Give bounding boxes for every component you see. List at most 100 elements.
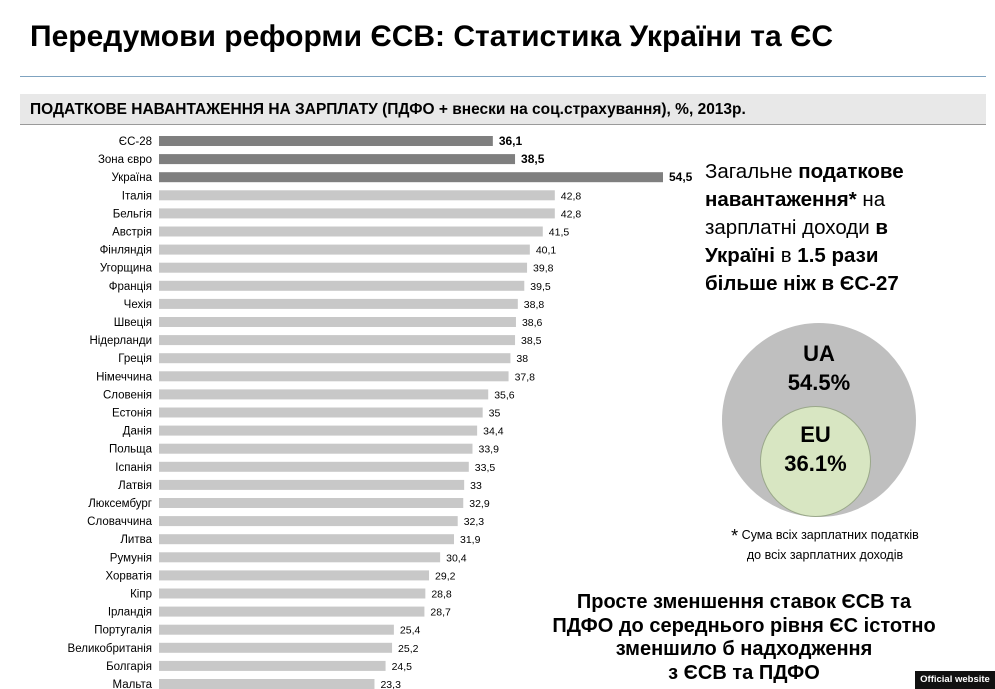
conclusion-text: Просте зменшення ставок ЄСВ та ПДФО до с… <box>524 591 964 685</box>
category-label: Бельгія <box>113 208 152 220</box>
bar-value-label: 32,9 <box>469 498 490 510</box>
category-label: Італія <box>122 190 152 202</box>
bar-value-label: 54,5 <box>669 170 693 184</box>
bar-value-label: 38 <box>516 353 528 365</box>
bar-value-label: 36,1 <box>499 134 523 148</box>
bar <box>159 407 483 418</box>
bar <box>159 606 425 617</box>
category-label: Угорщина <box>100 263 153 275</box>
eu-circle-value: 36.1% <box>784 451 847 476</box>
bar <box>159 371 509 382</box>
bar <box>159 534 455 545</box>
bar-value-label: 38,5 <box>521 152 545 166</box>
category-label: Ірландія <box>108 607 152 619</box>
title-divider <box>20 76 986 77</box>
bar-value-label: 30,4 <box>446 552 467 564</box>
bar <box>159 136 493 146</box>
ua-circle-value: 54.5% <box>787 370 851 395</box>
callout-bold-3: 1.5 рази більше ніж в ЄС-27 <box>705 244 899 295</box>
chart-subtitle: ПОДАТКОВЕ НАВАНТАЖЕННЯ НА ЗАРПЛАТУ (ПДФО… <box>30 101 746 118</box>
bar <box>159 660 386 671</box>
category-label: Нідерланди <box>89 335 152 347</box>
callout-text-1: Загальне <box>705 160 799 183</box>
bar <box>159 498 464 508</box>
bar-value-label: 25,2 <box>398 643 419 655</box>
category-label: Естонія <box>112 408 152 420</box>
category-label: Австрія <box>112 227 152 239</box>
category-label: Чехія <box>124 299 152 311</box>
bar <box>159 208 555 219</box>
bar-value-label: 40,1 <box>536 245 557 257</box>
category-label: Латвія <box>118 480 152 492</box>
bar-value-label: 38,5 <box>521 335 542 347</box>
footnote: * Сума всіх зарплатних податків до всіх … <box>700 526 950 565</box>
category-label: Україна <box>111 172 152 184</box>
footnote-line-2: до всіх зарплатних доходів <box>746 548 904 562</box>
conclusion-line-4: з ЄСВ та ПДФО <box>668 661 820 684</box>
bar-value-label: 24,5 <box>392 661 413 673</box>
bar <box>159 244 530 255</box>
bar-value-label: 42,8 <box>561 208 582 220</box>
category-label: Румунія <box>110 552 152 564</box>
bar-value-label: 31,9 <box>460 534 481 546</box>
bar <box>159 226 543 237</box>
bar-value-label: 23,3 <box>380 679 401 689</box>
ua-circle-label: UA <box>803 341 835 366</box>
bar-value-label: 28,7 <box>430 607 451 619</box>
bar <box>159 624 394 635</box>
category-label: Португалія <box>94 625 152 637</box>
category-label: Болгарія <box>106 661 152 673</box>
callout-bold-1: податкове навантаження <box>705 160 904 211</box>
bar-value-label: 42,8 <box>561 190 582 202</box>
bar <box>159 280 525 291</box>
bar-value-label: 39,8 <box>533 263 554 275</box>
bar <box>159 679 375 689</box>
bar <box>159 353 511 364</box>
bar-value-label: 33 <box>470 480 482 492</box>
footnote-line-1: Сума всіх зарплатних податків <box>738 528 919 542</box>
category-label: Кіпр <box>130 589 152 601</box>
bar <box>159 154 516 165</box>
category-label: Франція <box>109 281 152 293</box>
callout-bold-2: в Україні <box>705 216 888 267</box>
eu-circle-label: EU <box>800 422 831 447</box>
tax-burden-bar-chart: ЄС-28 36,1 Зона євро 38,5 Україна 54,5 Італія 4… <box>68 134 693 689</box>
footnote-star: * <box>731 526 739 546</box>
bar-value-label: 41,5 <box>549 227 570 239</box>
category-label: Польща <box>109 444 153 456</box>
bar <box>159 552 441 563</box>
bar <box>159 335 516 346</box>
eu-circle <box>760 406 871 517</box>
bar <box>159 570 430 581</box>
category-label: Словаччина <box>87 516 152 528</box>
bar-value-label: 29,2 <box>435 570 456 582</box>
bar-value-label: 37,8 <box>515 371 536 383</box>
bar <box>159 461 469 472</box>
bar <box>159 298 518 309</box>
bar <box>159 443 473 454</box>
bar-value-label: 39,5 <box>530 281 551 293</box>
category-label: Мальта <box>113 679 153 689</box>
category-label: Великобританія <box>68 643 152 655</box>
category-label: Іспанія <box>115 462 152 474</box>
conclusion-line-1: Просте зменшення ставок ЄСВ та <box>576 591 912 613</box>
callout-text-3: в <box>775 244 798 267</box>
bar <box>159 389 489 400</box>
bar <box>159 262 528 273</box>
bar-value-label: 35,6 <box>494 389 515 401</box>
category-label: Фінляндія <box>100 245 152 257</box>
official-website-badge[interactable]: Official website <box>915 671 995 689</box>
category-label: Словенія <box>103 389 152 401</box>
category-label: Данія <box>123 426 152 438</box>
bar-value-label: 32,3 <box>464 516 485 528</box>
bar-value-label: 28,8 <box>431 589 452 601</box>
category-label: Швеція <box>114 317 152 329</box>
bar <box>159 190 555 201</box>
bar-value-label: 38,6 <box>522 317 543 329</box>
bar-value-label: 34,4 <box>483 426 504 438</box>
bar-value-label: 25,4 <box>400 625 421 637</box>
bar-value-label: 35 <box>489 408 501 420</box>
bar <box>159 172 663 183</box>
category-label: Люксембург <box>88 498 152 510</box>
bar <box>159 317 516 327</box>
